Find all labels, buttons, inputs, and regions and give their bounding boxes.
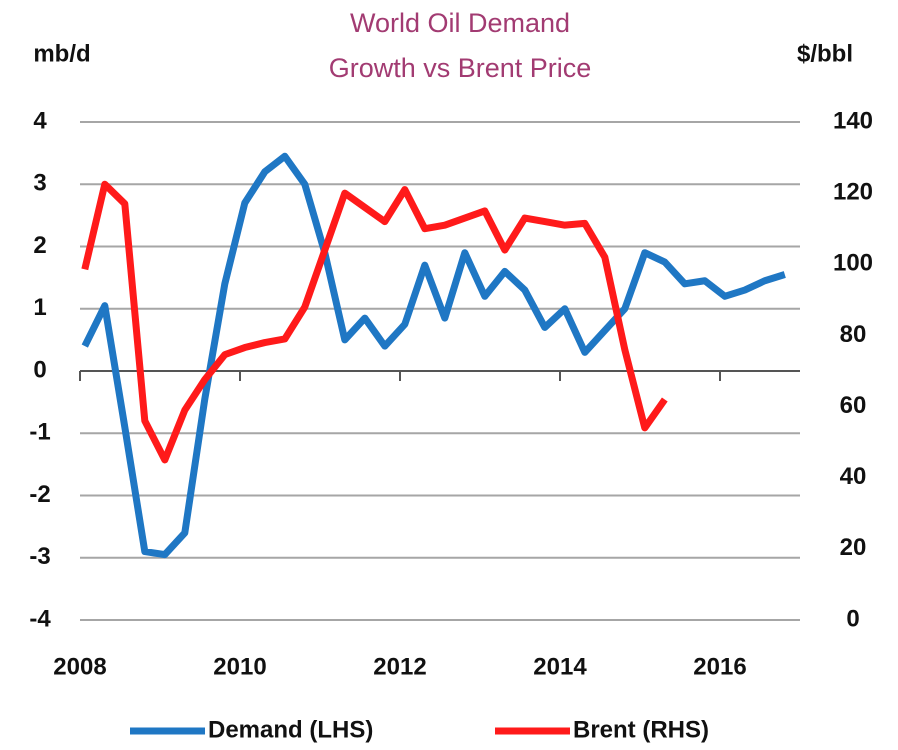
y2-tick-label: 20	[840, 534, 867, 561]
y2-tick-label: 40	[840, 463, 867, 490]
y2-tick-label: 100	[833, 250, 873, 277]
y-tick-label: 2	[33, 232, 46, 259]
legend-label: Demand (LHS)	[208, 716, 373, 743]
y-tick-label: -2	[29, 481, 50, 508]
chart-title: World Oil Demand	[350, 8, 570, 38]
y-tick-label: -4	[29, 605, 51, 632]
x-tick-label: 2014	[533, 653, 587, 680]
y-tick-label: -1	[29, 419, 50, 446]
chart-title: Growth vs Brent Price	[329, 53, 592, 83]
y-tick-label: 1	[33, 294, 46, 321]
x-tick-label: 2012	[373, 653, 426, 680]
y2-axis-label: $/bbl	[797, 40, 853, 67]
y2-tick-label: 60	[840, 392, 867, 419]
y-tick-label: 4	[33, 107, 47, 134]
x-tick-label: 2008	[53, 653, 106, 680]
legend-label: Brent (RHS)	[573, 716, 709, 743]
x-tick-label: 2010	[213, 653, 266, 680]
y-tick-label: 0	[33, 356, 46, 383]
y2-tick-label: 80	[840, 321, 867, 348]
y-tick-label: -3	[29, 543, 50, 570]
line-series	[81, 152, 786, 559]
line-series	[81, 180, 668, 464]
y2-tick-label: 120	[833, 178, 873, 205]
y2-tick-label: 0	[846, 605, 859, 632]
y-axis-label: mb/d	[33, 40, 90, 67]
y2-tick-label: 140	[833, 107, 873, 134]
y-tick-label: 3	[33, 170, 46, 197]
x-tick-label: 2016	[693, 653, 746, 680]
